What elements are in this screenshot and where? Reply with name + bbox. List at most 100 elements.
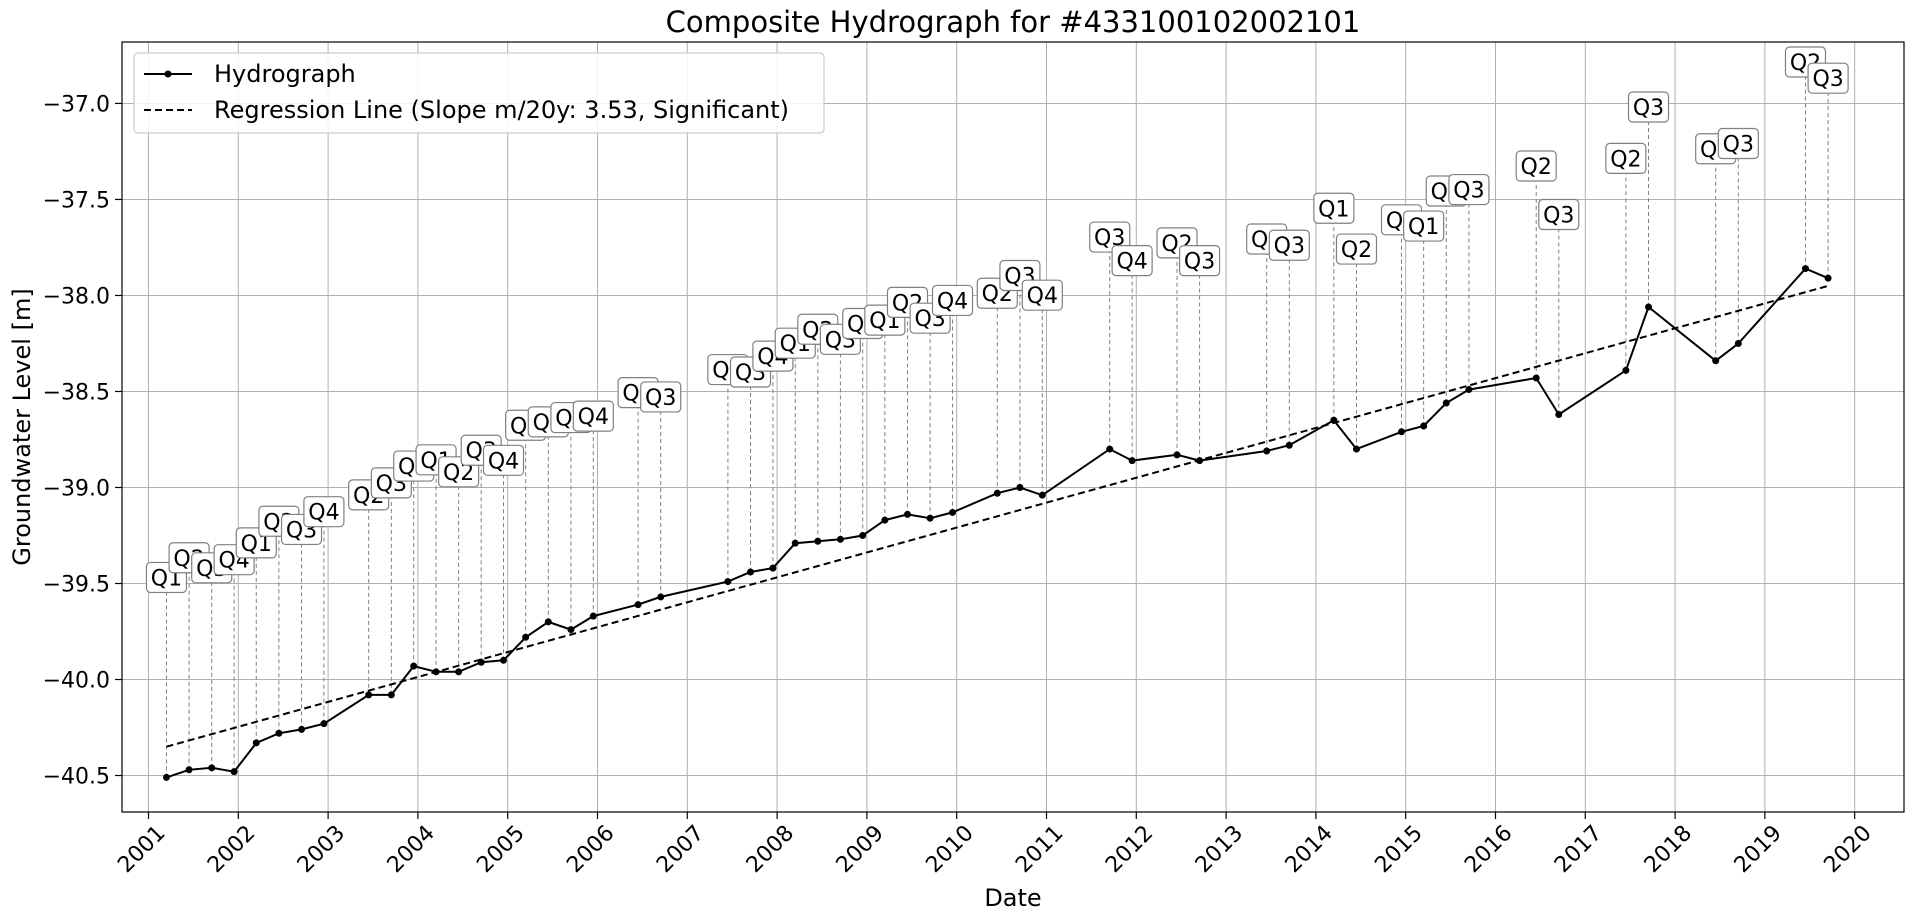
x-tick-label: 2019: [1730, 821, 1787, 878]
y-tick-label: −39.0: [43, 476, 110, 501]
hydrograph-point: [1330, 416, 1338, 424]
hydrograph-point: [949, 508, 957, 516]
hydrograph-point: [185, 766, 193, 774]
series: [162, 265, 1832, 781]
quarter-stems: [165, 76, 1829, 778]
x-tick-label: 2014: [1281, 821, 1338, 878]
hydrograph-point: [1263, 447, 1271, 455]
x-tick-label: 2004: [383, 821, 440, 878]
quarter-label-text: Q3: [1274, 234, 1305, 259]
hydrograph-point: [791, 539, 799, 547]
quarter-label-text: Q2: [1610, 147, 1641, 172]
quarter-label: Q3: [1627, 91, 1670, 123]
x-tick-label: 2002: [203, 821, 260, 878]
hydrograph-point: [455, 668, 463, 676]
hydrograph-point: [320, 720, 328, 728]
quarter-label-box: [572, 400, 614, 432]
hydrograph-point: [567, 626, 575, 634]
hydrograph-point: [477, 658, 485, 666]
hydrograph-point: [993, 489, 1001, 497]
legend-box: [133, 52, 825, 134]
quarter-label-text: Q3: [1543, 204, 1574, 229]
hydrograph-point: [1712, 357, 1720, 365]
quarter-label: Q1: [1313, 192, 1355, 224]
quarter-label: Q3: [1268, 229, 1310, 261]
quarter-label-box: [931, 284, 974, 317]
hydrograph-point: [298, 725, 306, 733]
plot-frame: [121, 41, 1905, 813]
quarter-label-text: Q2: [1521, 155, 1552, 180]
hydrograph-point: [881, 516, 889, 524]
hydrograph-point: [1352, 445, 1360, 453]
quarter-label-text: Q4: [1027, 284, 1058, 309]
quarter-labels: Q1Q2Q3Q4Q1Q2Q3Q4Q2Q3Q4Q1Q2Q3Q4Q1Q2Q3Q4Q2…: [145, 46, 1849, 594]
quarter-label: Q3: [1538, 198, 1580, 231]
quarter-label-box: [1717, 127, 1759, 160]
hydrograph-point: [365, 691, 373, 699]
hydrograph-point: [1285, 441, 1293, 449]
x-tick-label: 2015: [1370, 821, 1427, 878]
hydrograph-point: [1420, 422, 1428, 430]
quarter-label: Q3: [1717, 127, 1759, 160]
quarter-label: Q2: [1335, 233, 1378, 265]
quarter-label-box: [303, 496, 345, 528]
quarter-label: Q4: [482, 444, 525, 476]
hydrograph-point: [1555, 411, 1563, 419]
quarter-label-text: Q4: [1116, 250, 1147, 275]
y-axis-label: Groundwater Level [m]: [8, 288, 36, 565]
quarter-label-text: Q4: [488, 449, 519, 474]
hydrograph-point: [724, 578, 732, 586]
y-tick-label: −38.5: [43, 380, 110, 405]
legend-hydrograph-label: Hydrograph: [214, 60, 356, 88]
quarter-label: Q3: [1178, 245, 1221, 277]
quarter-label-box: [1021, 279, 1063, 311]
hydrograph-point: [522, 633, 530, 641]
quarter-label: Q4: [1111, 245, 1153, 277]
hydrograph-point: [1173, 451, 1181, 459]
quarter-label-box: [1268, 229, 1310, 261]
quarter-label-text: Q3: [645, 386, 676, 411]
quarter-label-text: Q3: [1812, 67, 1843, 92]
hydrograph-point: [747, 568, 755, 576]
quarter-label-text: Q4: [578, 405, 609, 430]
quarter-label: Q4: [303, 496, 345, 528]
quarter-label-box: [1515, 150, 1557, 182]
hydrograph-point: [1532, 374, 1540, 382]
y-tick-label: −40.0: [43, 669, 110, 694]
hydrograph-point: [208, 764, 216, 772]
x-tick-label: 2020: [1819, 821, 1876, 878]
y-tick-label: −37.5: [43, 188, 110, 213]
hydrograph-point: [1465, 386, 1473, 394]
quarter-label-box: [640, 381, 682, 413]
quarter-label-text: Q1: [1408, 215, 1439, 240]
hydrograph-point: [903, 510, 911, 518]
hydrograph-point: [836, 535, 844, 543]
legend-regression-label: Regression Line (Slope m/20y: 3.53, Sign…: [214, 96, 789, 124]
quarter-label-text: Q3: [1184, 250, 1215, 275]
x-tick-label: 2010: [921, 821, 978, 878]
quarter-label: Q3: [1448, 173, 1490, 206]
y-tick-label: −37.0: [43, 92, 110, 117]
x-tick-label: 2008: [742, 821, 799, 878]
quarter-label: Q3: [1807, 62, 1849, 94]
x-tick-label: 2006: [562, 821, 619, 878]
regression-line: [166, 284, 1829, 748]
hydrograph-point: [162, 773, 170, 781]
hydrograph-point: [1106, 445, 1114, 453]
y-tick-label: −39.5: [43, 572, 110, 597]
hydrograph-point: [1824, 274, 1832, 282]
quarter-label-text: Q3: [1453, 179, 1484, 204]
hydrograph-point: [432, 668, 440, 676]
x-tick-label: 2016: [1460, 821, 1517, 878]
hydrograph-point: [387, 691, 395, 699]
hydrograph-point: [1734, 339, 1742, 347]
legend: Hydrograph Regression Line (Slope m/20y:…: [133, 52, 825, 134]
quarter-label-box: [1403, 210, 1445, 242]
hydrograph-point: [544, 618, 552, 626]
hydrograph-point: [1645, 303, 1653, 311]
hydrograph-point: [275, 729, 283, 737]
x-tick-label: 2017: [1550, 821, 1607, 878]
x-axis-label: Date: [984, 884, 1041, 912]
quarter-label: Q3: [640, 381, 682, 413]
quarter-label-text: Q3: [1723, 132, 1754, 157]
